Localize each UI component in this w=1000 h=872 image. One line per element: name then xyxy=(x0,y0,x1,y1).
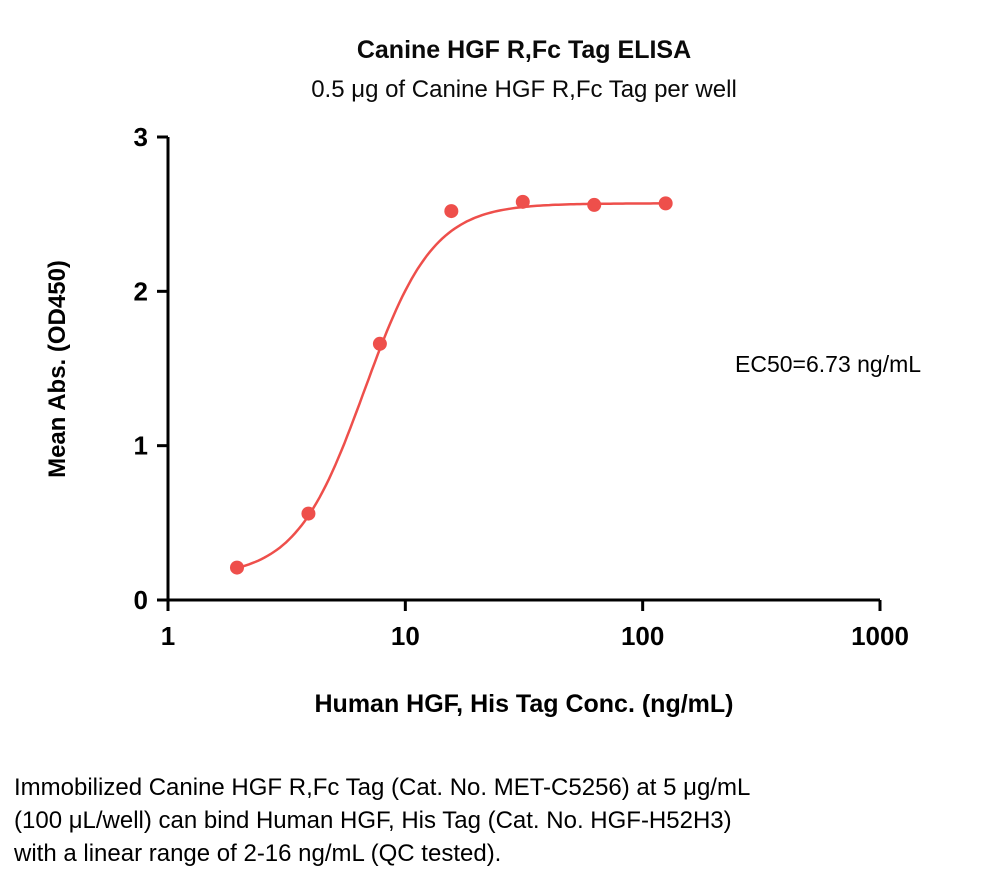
chart-subtitle: 0.5 μg of Canine HGF R,Fc Tag per well xyxy=(311,76,737,103)
figure-caption: Immobilized Canine HGF R,Fc Tag (Cat. No… xyxy=(14,771,750,870)
caption-line-3: with a linear range of 2-16 ng/mL (QC te… xyxy=(14,840,502,867)
y-tick-label: 1 xyxy=(134,431,148,461)
data-point xyxy=(515,194,530,209)
y-tick-label: 0 xyxy=(134,585,148,615)
data-point xyxy=(658,196,673,211)
y-axis-label: Mean Abs. (OD450) xyxy=(44,260,71,478)
data-point xyxy=(372,336,387,351)
x-tick-label: 10 xyxy=(391,621,420,651)
caption-line-1: Immobilized Canine HGF R,Fc Tag (Cat. No… xyxy=(14,774,751,801)
data-point xyxy=(587,197,602,212)
data-point xyxy=(229,560,244,575)
data-point xyxy=(444,204,459,219)
chart-title: Canine HGF R,Fc Tag ELISA xyxy=(356,36,692,64)
data-point xyxy=(301,506,316,521)
x-tick-label: 1 xyxy=(161,621,175,651)
y-tick-label: 3 xyxy=(134,122,148,152)
x-tick-label: 100 xyxy=(621,621,664,651)
x-tick-label: 1000 xyxy=(851,621,909,651)
caption-line-2: (100 μL/well) can bind Human HGF, His Ta… xyxy=(14,807,732,834)
fit-curve xyxy=(236,202,666,570)
y-tick-label: 2 xyxy=(134,276,148,306)
x-axis-label: Human HGF, His Tag Conc. (ng/mL) xyxy=(314,690,734,718)
ec50-annotation: EC50=6.73 ng/mL xyxy=(735,351,922,377)
